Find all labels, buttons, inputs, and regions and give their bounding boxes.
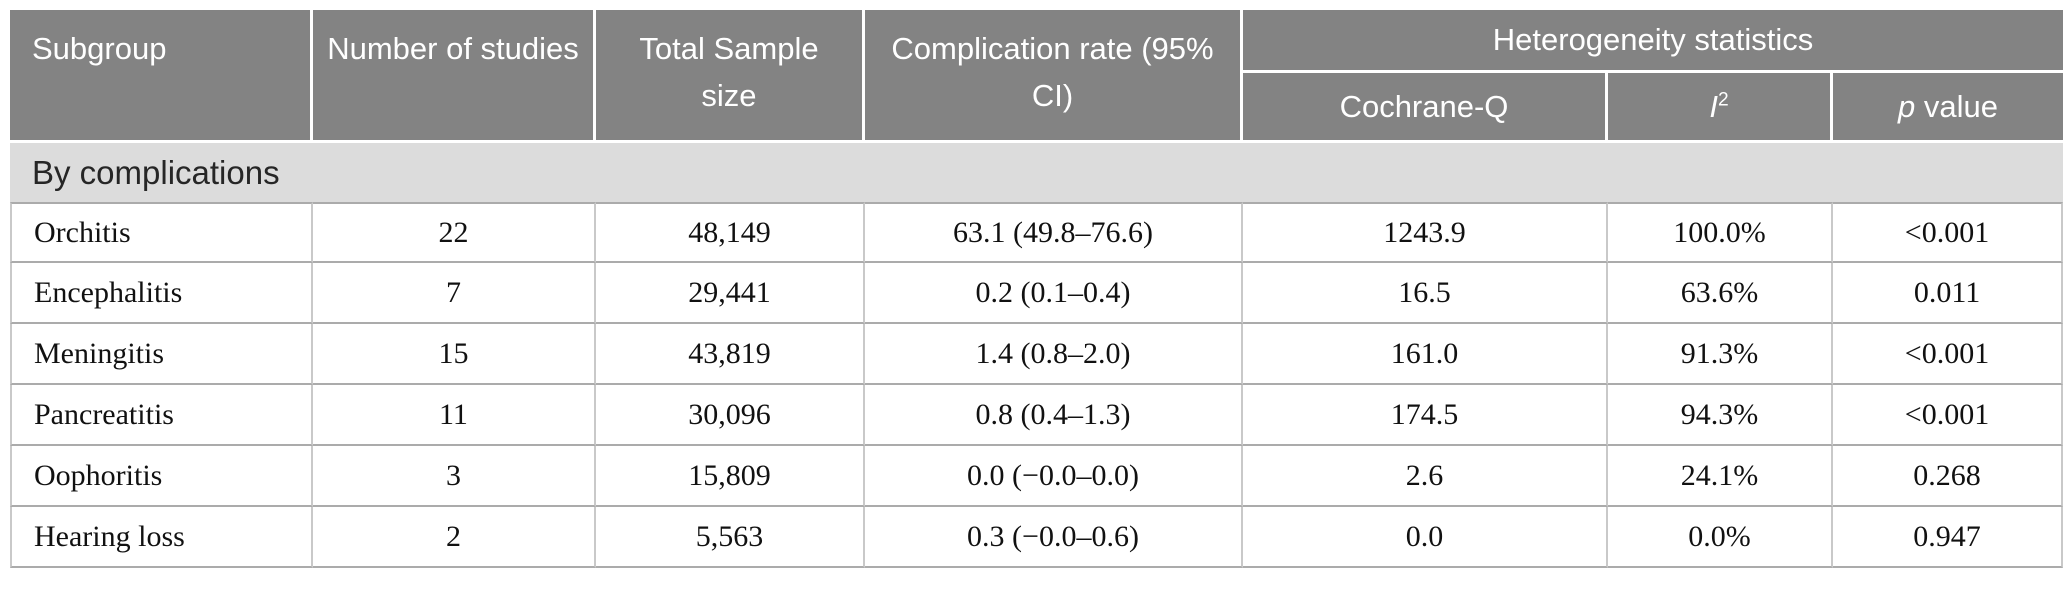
table-row: Meningitis 15 43,819 1.4 (0.8–2.0) 161.0…: [10, 324, 2064, 385]
cell-cochrane-q: 174.5: [1243, 385, 1608, 446]
i-squared-base: I: [1709, 88, 1718, 124]
sub-header-i-squared: I2: [1608, 73, 1833, 140]
sub-header-p-value: p value: [1833, 73, 2064, 140]
cell-i-squared: 100.0%: [1608, 202, 1833, 263]
cell-subgroup: Hearing loss: [10, 507, 313, 568]
header-row-1: Subgroup Number of studies Total Sample …: [10, 10, 2064, 140]
p-value-rest: value: [1915, 88, 1998, 124]
cell-p-value: <0.001: [1833, 202, 2064, 263]
cell-p-value: 0.268: [1833, 446, 2064, 507]
cell-p-value: 0.947: [1833, 507, 2064, 568]
cell-subgroup: Oophoritis: [10, 446, 313, 507]
cell-p-value: 0.011: [1833, 263, 2064, 324]
cell-total-sample-size: 5,563: [596, 507, 865, 568]
cell-subgroup: Orchitis: [10, 202, 313, 263]
table-row: Oophoritis 3 15,809 0.0 (−0.0–0.0) 2.6 2…: [10, 446, 2064, 507]
cell-complication-rate: 0.2 (0.1–0.4): [865, 263, 1243, 324]
cell-complication-rate: 1.4 (0.8–2.0): [865, 324, 1243, 385]
cell-total-sample-size: 15,809: [596, 446, 865, 507]
cell-total-sample-size: 43,819: [596, 324, 865, 385]
sub-header-cochrane-q: Cochrane-Q: [1243, 73, 1608, 140]
cell-complication-rate: 0.3 (−0.0–0.6): [865, 507, 1243, 568]
section-row: By complications: [10, 140, 2064, 202]
cell-i-squared: 94.3%: [1608, 385, 1833, 446]
cell-cochrane-q: 16.5: [1243, 263, 1608, 324]
cell-i-squared: 91.3%: [1608, 324, 1833, 385]
cell-number-of-studies: 3: [313, 446, 596, 507]
table-row: Encephalitis 7 29,441 0.2 (0.1–0.4) 16.5…: [10, 263, 2064, 324]
cell-subgroup: Encephalitis: [10, 263, 313, 324]
cell-number-of-studies: 11: [313, 385, 596, 446]
cell-total-sample-size: 29,441: [596, 263, 865, 324]
subgroup-table: Subgroup Number of studies Total Sample …: [10, 10, 2064, 568]
cell-subgroup: Meningitis: [10, 324, 313, 385]
cell-i-squared: 63.6%: [1608, 263, 1833, 324]
col-header-number-of-studies: Number of studies: [313, 10, 596, 140]
cell-i-squared: 24.1%: [1608, 446, 1833, 507]
table-row: Orchitis 22 48,149 63.1 (49.8–76.6) 1243…: [10, 202, 2064, 263]
cell-p-value: <0.001: [1833, 385, 2064, 446]
cell-cochrane-q: 0.0: [1243, 507, 1608, 568]
cell-number-of-studies: 15: [313, 324, 596, 385]
cell-cochrane-q: 2.6: [1243, 446, 1608, 507]
cell-complication-rate: 63.1 (49.8–76.6): [865, 202, 1243, 263]
cell-i-squared: 0.0%: [1608, 507, 1833, 568]
table-row: Pancreatitis 11 30,096 0.8 (0.4–1.3) 174…: [10, 385, 2064, 446]
col-header-complication-rate: Complication rate (95% CI): [865, 10, 1243, 140]
i-squared-exponent: 2: [1717, 89, 1729, 111]
cell-number-of-studies: 7: [313, 263, 596, 324]
cell-total-sample-size: 30,096: [596, 385, 865, 446]
cell-complication-rate: 0.0 (−0.0–0.0): [865, 446, 1243, 507]
p-value-italic-p: p: [1898, 88, 1916, 124]
cell-p-value: <0.001: [1833, 324, 2064, 385]
group-header-heterogeneity-statistics: Heterogeneity statistics: [1243, 10, 2064, 73]
col-header-subgroup: Subgroup: [10, 10, 313, 140]
cell-cochrane-q: 1243.9: [1243, 202, 1608, 263]
cell-subgroup: Pancreatitis: [10, 385, 313, 446]
header-row-2: Cochrane-Q I2 p value: [10, 73, 2064, 140]
cell-number-of-studies: 2: [313, 507, 596, 568]
cell-complication-rate: 0.8 (0.4–1.3): [865, 385, 1243, 446]
cell-total-sample-size: 48,149: [596, 202, 865, 263]
table-row: Hearing loss 2 5,563 0.3 (−0.0–0.6) 0.0 …: [10, 507, 2064, 568]
cell-number-of-studies: 22: [313, 202, 596, 263]
section-label-by-complications: By complications: [10, 140, 2064, 202]
col-header-total-sample-size: Total Sample size: [596, 10, 865, 140]
cell-cochrane-q: 161.0: [1243, 324, 1608, 385]
